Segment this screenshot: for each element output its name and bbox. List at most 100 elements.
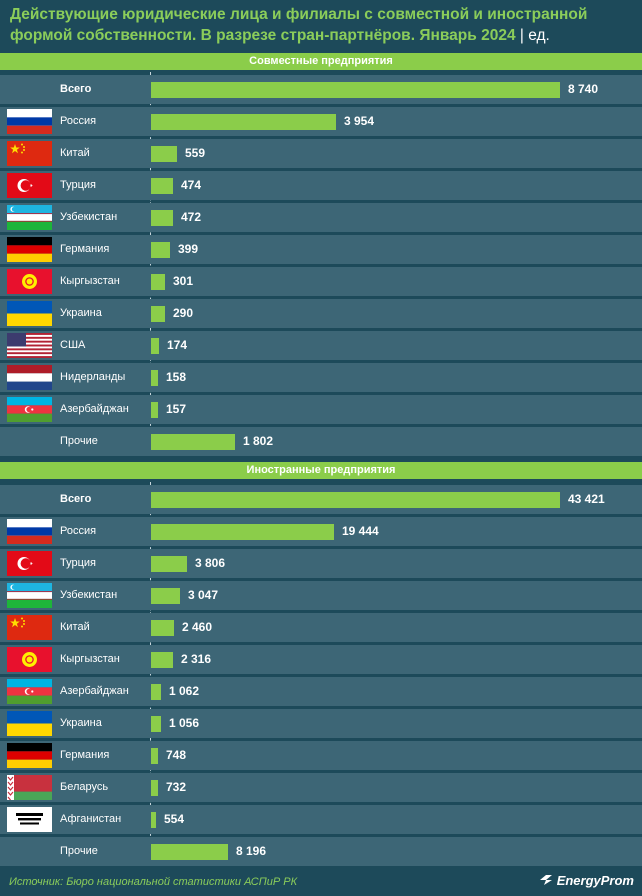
value-label: 472 — [181, 210, 202, 224]
value-label: 19 444 — [342, 524, 379, 538]
chart-row: Узбекистан 3 047 — [0, 581, 642, 610]
chart-row: Нидерланды 158 — [0, 363, 642, 392]
kyrgyzstan-flag-icon — [7, 269, 52, 294]
value-label: 3 806 — [195, 556, 226, 570]
russia-flag-icon — [7, 519, 52, 544]
axis-line-joint — [150, 72, 151, 456]
chart-row: Украина 290 — [0, 299, 642, 328]
chart-row: Азербайджан 1 062 — [0, 677, 642, 706]
chart-row: Россия 3 954 — [0, 107, 642, 136]
chart-row: Узбекистан 472 — [0, 203, 642, 232]
bar — [151, 844, 228, 860]
chart-row: Китай 2 460 — [0, 613, 642, 642]
bar — [151, 716, 161, 732]
bar — [151, 82, 560, 98]
category-label: Азербайджан — [60, 685, 129, 697]
brand-logo: EnergyProm — [538, 873, 634, 889]
chart-row: Германия 399 — [0, 235, 642, 264]
category-label: Германия — [60, 749, 110, 761]
bar — [151, 588, 180, 604]
category-label: Прочие — [60, 435, 98, 447]
chart-row: Германия 748 — [0, 741, 642, 770]
category-label: Узбекистан — [60, 589, 118, 601]
category-label: США — [60, 339, 86, 351]
bar — [151, 812, 156, 828]
chart-row: Кыргызстан 2 316 — [0, 645, 642, 674]
value-label: 554 — [164, 812, 185, 826]
category-label: Азербайджан — [60, 403, 129, 415]
uzbekistan-flag-icon — [7, 583, 52, 608]
category-label: Украина — [60, 717, 102, 729]
value-label: 2 316 — [181, 652, 212, 666]
value-label: 158 — [166, 370, 187, 384]
energyprom-logo-icon — [538, 874, 554, 889]
chart-row: Беларусь 732 — [0, 773, 642, 802]
category-label: Кыргызстан — [60, 275, 120, 287]
chart-row: Турция 3 806 — [0, 549, 642, 578]
chart-row: Всего 8 740 — [0, 75, 642, 104]
source-note: Источник: Бюро национальной статистики А… — [9, 876, 298, 888]
azerbaijan-flag-icon — [7, 679, 52, 704]
ukraine-flag-icon — [7, 301, 52, 326]
bar — [151, 652, 173, 668]
category-label: Турция — [60, 557, 96, 569]
value-label: 748 — [166, 748, 187, 762]
value-label: 8 740 — [568, 82, 599, 96]
bar — [151, 434, 235, 450]
category-label: Германия — [60, 243, 110, 255]
chart-row: Китай 559 — [0, 139, 642, 168]
value-label: 8 196 — [236, 844, 267, 858]
ukraine-flag-icon — [7, 711, 52, 736]
section-header-joint: Совместные предприятия — [0, 53, 642, 70]
value-label: 3 954 — [344, 114, 375, 128]
chart-row: Кыргызстан 301 — [0, 267, 642, 296]
bar — [151, 402, 158, 418]
value-label: 157 — [166, 402, 187, 416]
bar — [151, 306, 165, 322]
chart-row: Россия 19 444 — [0, 517, 642, 546]
bar — [151, 684, 161, 700]
category-label: Узбекистан — [60, 211, 118, 223]
bar — [151, 210, 173, 226]
category-label: Кыргызстан — [60, 653, 120, 665]
category-label: Прочие — [60, 845, 98, 857]
germany-flag-icon — [7, 237, 52, 262]
value-label: 290 — [173, 306, 194, 320]
chart-row: Всего 43 421 — [0, 485, 642, 514]
value-label: 3 047 — [188, 588, 219, 602]
bar — [151, 114, 336, 130]
germany-flag-icon — [7, 743, 52, 768]
category-label: Китай — [60, 147, 90, 159]
category-label: Россия — [60, 525, 97, 537]
bar — [151, 242, 170, 258]
value-label: 2 460 — [182, 620, 213, 634]
category-label: Россия — [60, 115, 97, 127]
uzbekistan-flag-icon — [7, 205, 52, 230]
bar — [151, 780, 158, 796]
russia-flag-icon — [7, 109, 52, 134]
category-label: Турция — [60, 179, 96, 191]
category-label: Беларусь — [60, 781, 109, 793]
title-unit: | ед. — [519, 27, 550, 44]
bar — [151, 556, 187, 572]
chart-row: Турция 474 — [0, 171, 642, 200]
chart-row: Афганистан 554 — [0, 805, 642, 834]
china-flag-icon — [7, 141, 52, 166]
category-label: Нидерланды — [60, 371, 126, 383]
category-label: Афганистан — [60, 813, 122, 825]
chart-title: Действующие юридические лица и филиалы с… — [10, 4, 635, 46]
turkey-flag-icon — [7, 173, 52, 198]
china-flag-icon — [7, 615, 52, 640]
chart-row: Прочие 8 196 — [0, 837, 642, 866]
brand-name: EnergyProm — [556, 873, 634, 888]
bar — [151, 338, 159, 354]
value-label: 301 — [173, 274, 194, 288]
bar — [151, 748, 158, 764]
value-label: 399 — [178, 242, 199, 256]
value-label: 1 802 — [243, 434, 274, 448]
category-label: Украина — [60, 307, 102, 319]
bar — [151, 620, 174, 636]
bar — [151, 370, 158, 386]
value-label: 474 — [181, 178, 202, 192]
